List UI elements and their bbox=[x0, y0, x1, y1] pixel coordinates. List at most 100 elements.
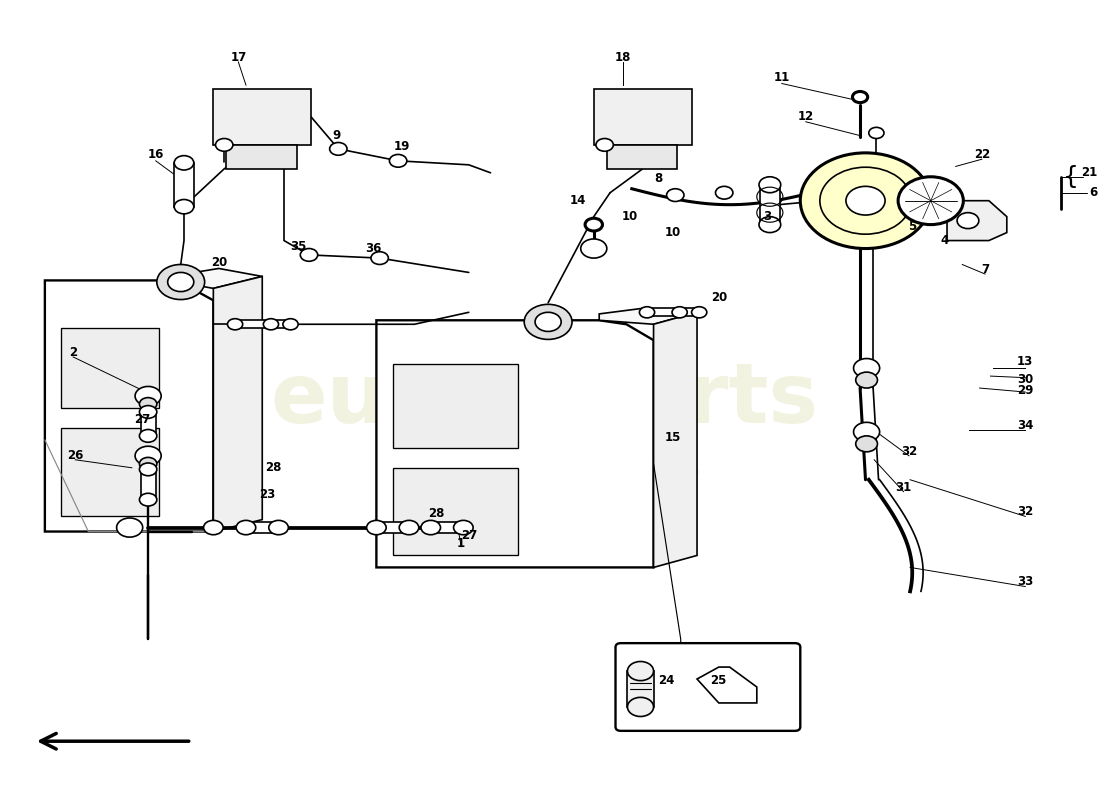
Polygon shape bbox=[376, 320, 653, 567]
Text: 7: 7 bbox=[981, 262, 989, 276]
Circle shape bbox=[174, 156, 194, 170]
Circle shape bbox=[140, 430, 157, 442]
Circle shape bbox=[228, 318, 243, 330]
Circle shape bbox=[283, 318, 298, 330]
Text: {: { bbox=[1064, 165, 1079, 189]
Bar bbox=[271, 320, 290, 328]
Text: 32: 32 bbox=[901, 446, 917, 458]
Circle shape bbox=[399, 520, 419, 534]
Text: 11: 11 bbox=[773, 71, 790, 85]
Circle shape bbox=[268, 520, 288, 534]
Polygon shape bbox=[947, 201, 1007, 241]
Circle shape bbox=[856, 372, 878, 388]
Circle shape bbox=[167, 273, 194, 291]
Text: 14: 14 bbox=[570, 194, 585, 207]
Circle shape bbox=[135, 446, 162, 466]
Circle shape bbox=[366, 520, 386, 534]
Circle shape bbox=[801, 153, 931, 249]
Circle shape bbox=[672, 306, 688, 318]
Text: 20: 20 bbox=[211, 256, 227, 270]
Text: 19: 19 bbox=[393, 140, 409, 153]
Bar bbox=[594, 89, 692, 145]
Circle shape bbox=[898, 177, 964, 225]
Circle shape bbox=[140, 463, 157, 476]
Text: 27: 27 bbox=[461, 529, 477, 542]
Text: 10: 10 bbox=[621, 210, 638, 223]
Text: 28: 28 bbox=[428, 506, 444, 520]
Circle shape bbox=[854, 358, 880, 378]
Text: 32: 32 bbox=[1018, 505, 1033, 518]
Bar bbox=[376, 522, 409, 533]
Circle shape bbox=[174, 199, 194, 214]
Circle shape bbox=[204, 520, 223, 534]
Bar bbox=[760, 185, 780, 225]
Text: 30: 30 bbox=[1018, 373, 1033, 386]
Bar bbox=[227, 145, 297, 169]
Text: 5: 5 bbox=[909, 220, 916, 233]
Text: 25: 25 bbox=[711, 674, 727, 687]
Circle shape bbox=[852, 91, 868, 102]
Circle shape bbox=[140, 458, 157, 470]
Circle shape bbox=[856, 436, 878, 452]
Bar bbox=[174, 163, 194, 206]
Circle shape bbox=[525, 304, 572, 339]
Bar bbox=[213, 89, 311, 145]
Circle shape bbox=[854, 422, 880, 442]
Polygon shape bbox=[213, 277, 262, 531]
Text: euromparts: euromparts bbox=[271, 359, 818, 441]
Bar bbox=[246, 522, 278, 533]
Polygon shape bbox=[600, 308, 697, 324]
Circle shape bbox=[581, 239, 607, 258]
Polygon shape bbox=[169, 269, 262, 288]
Circle shape bbox=[627, 662, 653, 681]
Text: 24: 24 bbox=[659, 674, 674, 687]
Text: 33: 33 bbox=[1018, 575, 1033, 588]
Circle shape bbox=[140, 494, 157, 506]
Bar bbox=[431, 522, 463, 533]
Circle shape bbox=[585, 218, 603, 231]
Circle shape bbox=[330, 142, 346, 155]
Text: 9: 9 bbox=[332, 129, 340, 142]
Text: 16: 16 bbox=[147, 148, 164, 161]
Bar bbox=[62, 428, 160, 515]
Text: 28: 28 bbox=[265, 462, 282, 474]
Circle shape bbox=[715, 186, 733, 199]
Polygon shape bbox=[697, 667, 757, 703]
Circle shape bbox=[869, 127, 884, 138]
Circle shape bbox=[389, 154, 407, 167]
Bar bbox=[680, 308, 700, 316]
Bar bbox=[239, 320, 271, 328]
Text: 10: 10 bbox=[666, 226, 681, 239]
Circle shape bbox=[216, 138, 233, 151]
Bar bbox=[141, 470, 156, 500]
Text: 36: 36 bbox=[365, 242, 382, 255]
Text: 3: 3 bbox=[763, 210, 772, 223]
Circle shape bbox=[639, 306, 654, 318]
Circle shape bbox=[157, 265, 205, 299]
Bar bbox=[393, 468, 518, 555]
Text: 27: 27 bbox=[134, 414, 151, 426]
Bar bbox=[607, 145, 678, 169]
Circle shape bbox=[820, 167, 911, 234]
Text: 23: 23 bbox=[260, 487, 276, 501]
Polygon shape bbox=[45, 281, 213, 531]
Circle shape bbox=[117, 518, 143, 537]
Circle shape bbox=[627, 698, 653, 717]
Text: 12: 12 bbox=[798, 110, 814, 122]
Text: 20: 20 bbox=[711, 291, 727, 305]
Circle shape bbox=[140, 406, 157, 418]
Text: 2: 2 bbox=[69, 346, 77, 358]
Text: 8: 8 bbox=[653, 172, 662, 185]
Text: 29: 29 bbox=[1018, 384, 1034, 397]
Bar bbox=[62, 328, 160, 408]
Circle shape bbox=[371, 252, 388, 265]
Circle shape bbox=[421, 520, 440, 534]
Text: 18: 18 bbox=[615, 50, 631, 64]
Text: a passion for parts: a passion for parts bbox=[389, 463, 701, 496]
Text: 31: 31 bbox=[895, 481, 912, 494]
Circle shape bbox=[140, 398, 157, 410]
Text: 4: 4 bbox=[940, 234, 949, 247]
Text: 15: 15 bbox=[664, 431, 681, 444]
Circle shape bbox=[759, 177, 781, 193]
Circle shape bbox=[667, 189, 684, 202]
